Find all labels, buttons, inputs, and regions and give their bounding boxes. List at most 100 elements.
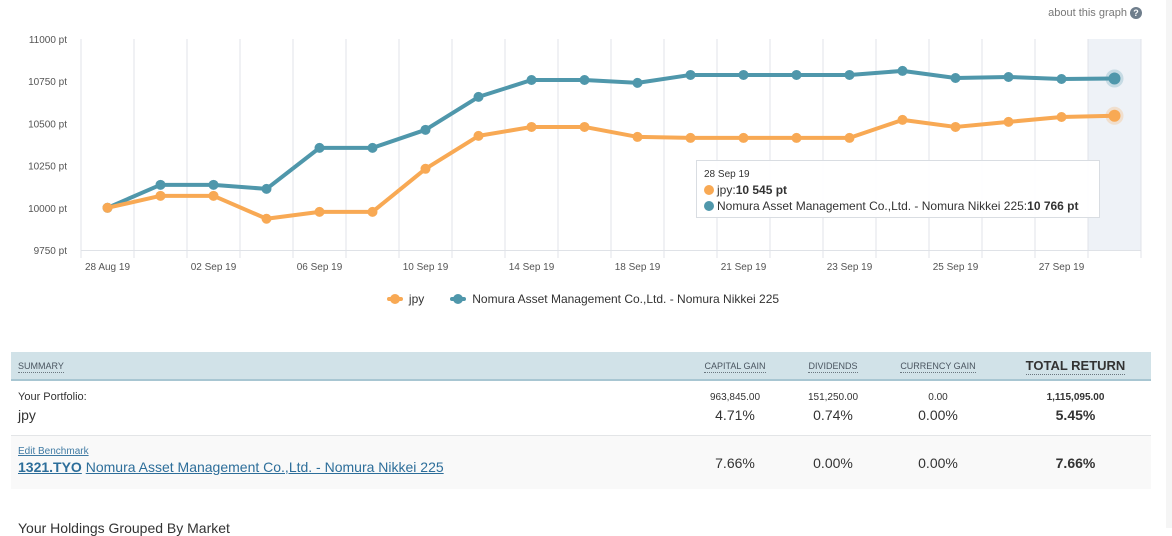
currency-gain-percent: 0.00% — [918, 407, 958, 423]
data-point[interactable] — [367, 206, 378, 217]
data-point[interactable] — [950, 72, 961, 83]
header-total-return[interactable]: TOTAL RETURN — [1025, 358, 1126, 375]
blue-dot-icon — [704, 201, 714, 211]
orange-dot-icon — [704, 185, 714, 195]
benchmark-title: 1321.TYO Nomura Asset Management Co.,Ltd… — [18, 459, 680, 475]
benchmark-currency-gain: 0.00% — [876, 436, 1000, 489]
header-currency-gain[interactable]: CURRENCY GAIN — [900, 360, 976, 373]
x-tick-label: 18 Sep 19 — [615, 262, 661, 273]
about-this-graph-link[interactable]: about this graph ? — [1048, 7, 1142, 19]
portfolio-name-cell: Your Portfolio: jpy — [11, 381, 680, 435]
data-point[interactable] — [579, 75, 590, 86]
data-point[interactable] — [261, 183, 272, 194]
data-point[interactable] — [685, 69, 696, 80]
legend-item-benchmark[interactable]: Nomura Asset Management Co.,Ltd. - Nomur… — [450, 292, 779, 306]
data-point[interactable] — [632, 77, 643, 88]
y-tick-label: 10500 pt — [28, 119, 67, 130]
tooltip-value-benchmark: 10 766 pt — [1027, 199, 1079, 213]
benchmark-row: Edit Benchmark 1321.TYO Nomura Asset Man… — [11, 436, 1151, 489]
portfolio-dividends: 151,250.00 0.74% — [790, 381, 876, 435]
data-point[interactable] — [1056, 74, 1067, 85]
data-point[interactable] — [579, 121, 590, 132]
data-point[interactable] — [367, 142, 378, 153]
tooltip-row-benchmark: Nomura Asset Management Co.,Ltd. - Nomur… — [704, 198, 1092, 214]
summary-table: SUMMARY CAPITAL GAIN DIVIDENDS CURRENCY … — [11, 352, 1151, 489]
data-point[interactable] — [155, 179, 166, 190]
data-point[interactable] — [473, 91, 484, 102]
page-right-gutter — [1166, 0, 1172, 528]
x-tick-label: 28 Aug 19 — [85, 262, 130, 273]
x-tick-label: 23 Sep 19 — [827, 262, 873, 273]
legend-line-marker-icon — [450, 294, 467, 304]
data-point[interactable] — [738, 132, 749, 143]
x-tick-label: 14 Sep 19 — [509, 262, 555, 273]
legend-line-marker-icon — [386, 294, 403, 304]
y-tick-label: 10250 pt — [28, 162, 67, 173]
benchmark-currency-gain-percent: 0.00% — [918, 455, 958, 471]
portfolio-capital-gain: 963,845.00 4.71% — [680, 381, 790, 435]
performance-chart: 9750 pt 10000 pt 10250 pt 10500 pt 10750 pt 1… — [28, 35, 1142, 273]
about-this-graph-label: about this graph — [1048, 7, 1127, 19]
data-point[interactable] — [844, 132, 855, 143]
header-capital-gain[interactable]: CAPITAL GAIN — [704, 360, 766, 373]
edit-benchmark-link[interactable]: Edit Benchmark — [18, 446, 89, 457]
benchmark-name-link[interactable]: Nomura Asset Management Co.,Ltd. - Nomur… — [85, 459, 444, 475]
data-point[interactable] — [897, 114, 908, 125]
total-return-amount: 1,115,095.00 — [1046, 392, 1105, 403]
data-point[interactable] — [1003, 116, 1014, 127]
data-point[interactable] — [155, 190, 166, 201]
y-tick-label: 10750 pt — [28, 77, 67, 88]
data-point[interactable] — [897, 65, 908, 76]
data-point[interactable] — [950, 121, 961, 132]
legend-label-jpy: jpy — [408, 292, 425, 306]
data-point[interactable] — [632, 131, 643, 142]
benchmark-capital-gain-percent: 7.66% — [715, 455, 755, 471]
x-tick-label: 27 Sep 19 — [1039, 262, 1085, 273]
portfolio-name: jpy — [18, 407, 36, 423]
data-point[interactable] — [102, 202, 113, 213]
series-line — [105, 113, 1117, 221]
question-circle-icon: ? — [1130, 7, 1142, 19]
series-lines — [102, 65, 1124, 224]
benchmark-total-return-percent: 7.66% — [1055, 455, 1096, 471]
data-point[interactable] — [314, 142, 325, 153]
data-point-hovered[interactable] — [1108, 72, 1121, 85]
capital-gain-percent: 4.71% — [715, 407, 755, 423]
data-point[interactable] — [473, 130, 484, 141]
dividends-percent: 0.74% — [813, 407, 853, 423]
data-point[interactable] — [314, 206, 325, 217]
benchmark-dividends-percent: 0.00% — [813, 455, 853, 471]
data-point[interactable] — [526, 75, 537, 86]
tooltip-label-benchmark: Nomura Asset Management Co.,Ltd. - Nomur… — [717, 199, 1028, 213]
dividends-amount: 151,250.00 — [807, 392, 859, 403]
data-point[interactable] — [208, 190, 219, 201]
data-point[interactable] — [420, 124, 431, 135]
benchmark-capital-gain: 7.66% — [680, 436, 790, 489]
y-axis-ticks: 9750 pt 10000 pt 10250 pt 10500 pt 10750 pt 1… — [28, 35, 67, 257]
data-point[interactable] — [1003, 71, 1014, 82]
portfolio-label: Your Portfolio: — [18, 391, 87, 403]
data-point[interactable] — [791, 132, 802, 143]
data-point[interactable] — [1056, 111, 1067, 122]
legend-item-jpy[interactable]: jpy — [386, 292, 425, 306]
header-dividends[interactable]: DIVIDENDS — [808, 360, 858, 373]
data-point[interactable] — [738, 69, 749, 80]
data-point[interactable] — [261, 213, 272, 224]
data-point[interactable] — [685, 132, 696, 143]
x-axis-ticks: 28 Aug 19 02 Sep 19 06 Sep 19 10 Sep 19 14 S… — [85, 262, 1085, 273]
data-point[interactable] — [791, 69, 802, 80]
data-point[interactable] — [208, 179, 219, 190]
header-summary[interactable]: SUMMARY — [18, 360, 64, 373]
data-point-hovered[interactable] — [1108, 109, 1121, 122]
x-tick-label: 10 Sep 19 — [403, 262, 449, 273]
series-benchmark — [102, 65, 1124, 213]
portfolio-row: Your Portfolio: jpy 963,845.00 4.71% 151… — [11, 381, 1151, 436]
y-tick-label: 11000 pt — [29, 35, 67, 46]
tooltip-date: 28 Sep 19 — [704, 169, 750, 180]
data-point[interactable] — [420, 163, 431, 174]
tooltip-label-jpy: jpy: — [717, 183, 736, 197]
tooltip-value-jpy: 10 545 pt — [735, 183, 788, 197]
data-point[interactable] — [844, 69, 855, 80]
benchmark-ticker-link[interactable]: 1321.TYO — [18, 459, 82, 475]
data-point[interactable] — [526, 121, 537, 132]
